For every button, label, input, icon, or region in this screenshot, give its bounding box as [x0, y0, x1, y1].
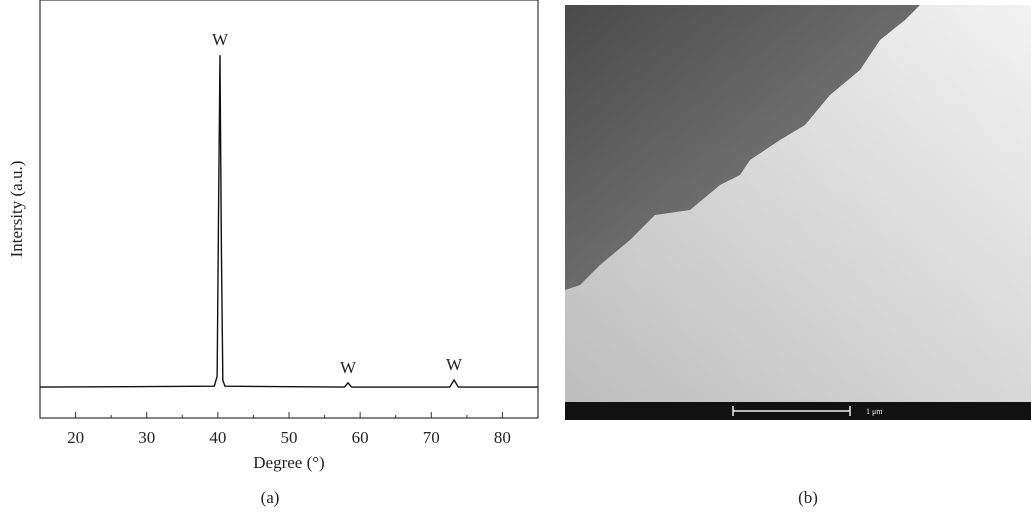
- sem-image: 1 μm: [565, 5, 1031, 420]
- x-axis-label: Degree (°): [253, 453, 324, 472]
- spectrum-line: [39, 55, 538, 388]
- peak-annotation: W: [340, 358, 357, 377]
- peak-annotation: W: [446, 355, 463, 374]
- panel-label: (a): [261, 488, 280, 507]
- x-tick-label: 20: [67, 428, 84, 447]
- x-tick-label: 70: [423, 428, 440, 447]
- peak-annotation: W: [212, 30, 229, 49]
- x-tick-label: 30: [138, 428, 155, 447]
- panel-label: (b): [798, 488, 818, 507]
- x-tick-label: 60: [352, 428, 369, 447]
- scale-label: 1 μm: [866, 407, 883, 416]
- plot-frame: [39, 0, 539, 419]
- dark-region: [565, 5, 920, 290]
- x-tick-label: 40: [209, 428, 226, 447]
- x-tick-label: 80: [494, 428, 511, 447]
- x-tick-label: 50: [281, 428, 298, 447]
- y-axis-label: Intersity (a.u.): [7, 161, 26, 258]
